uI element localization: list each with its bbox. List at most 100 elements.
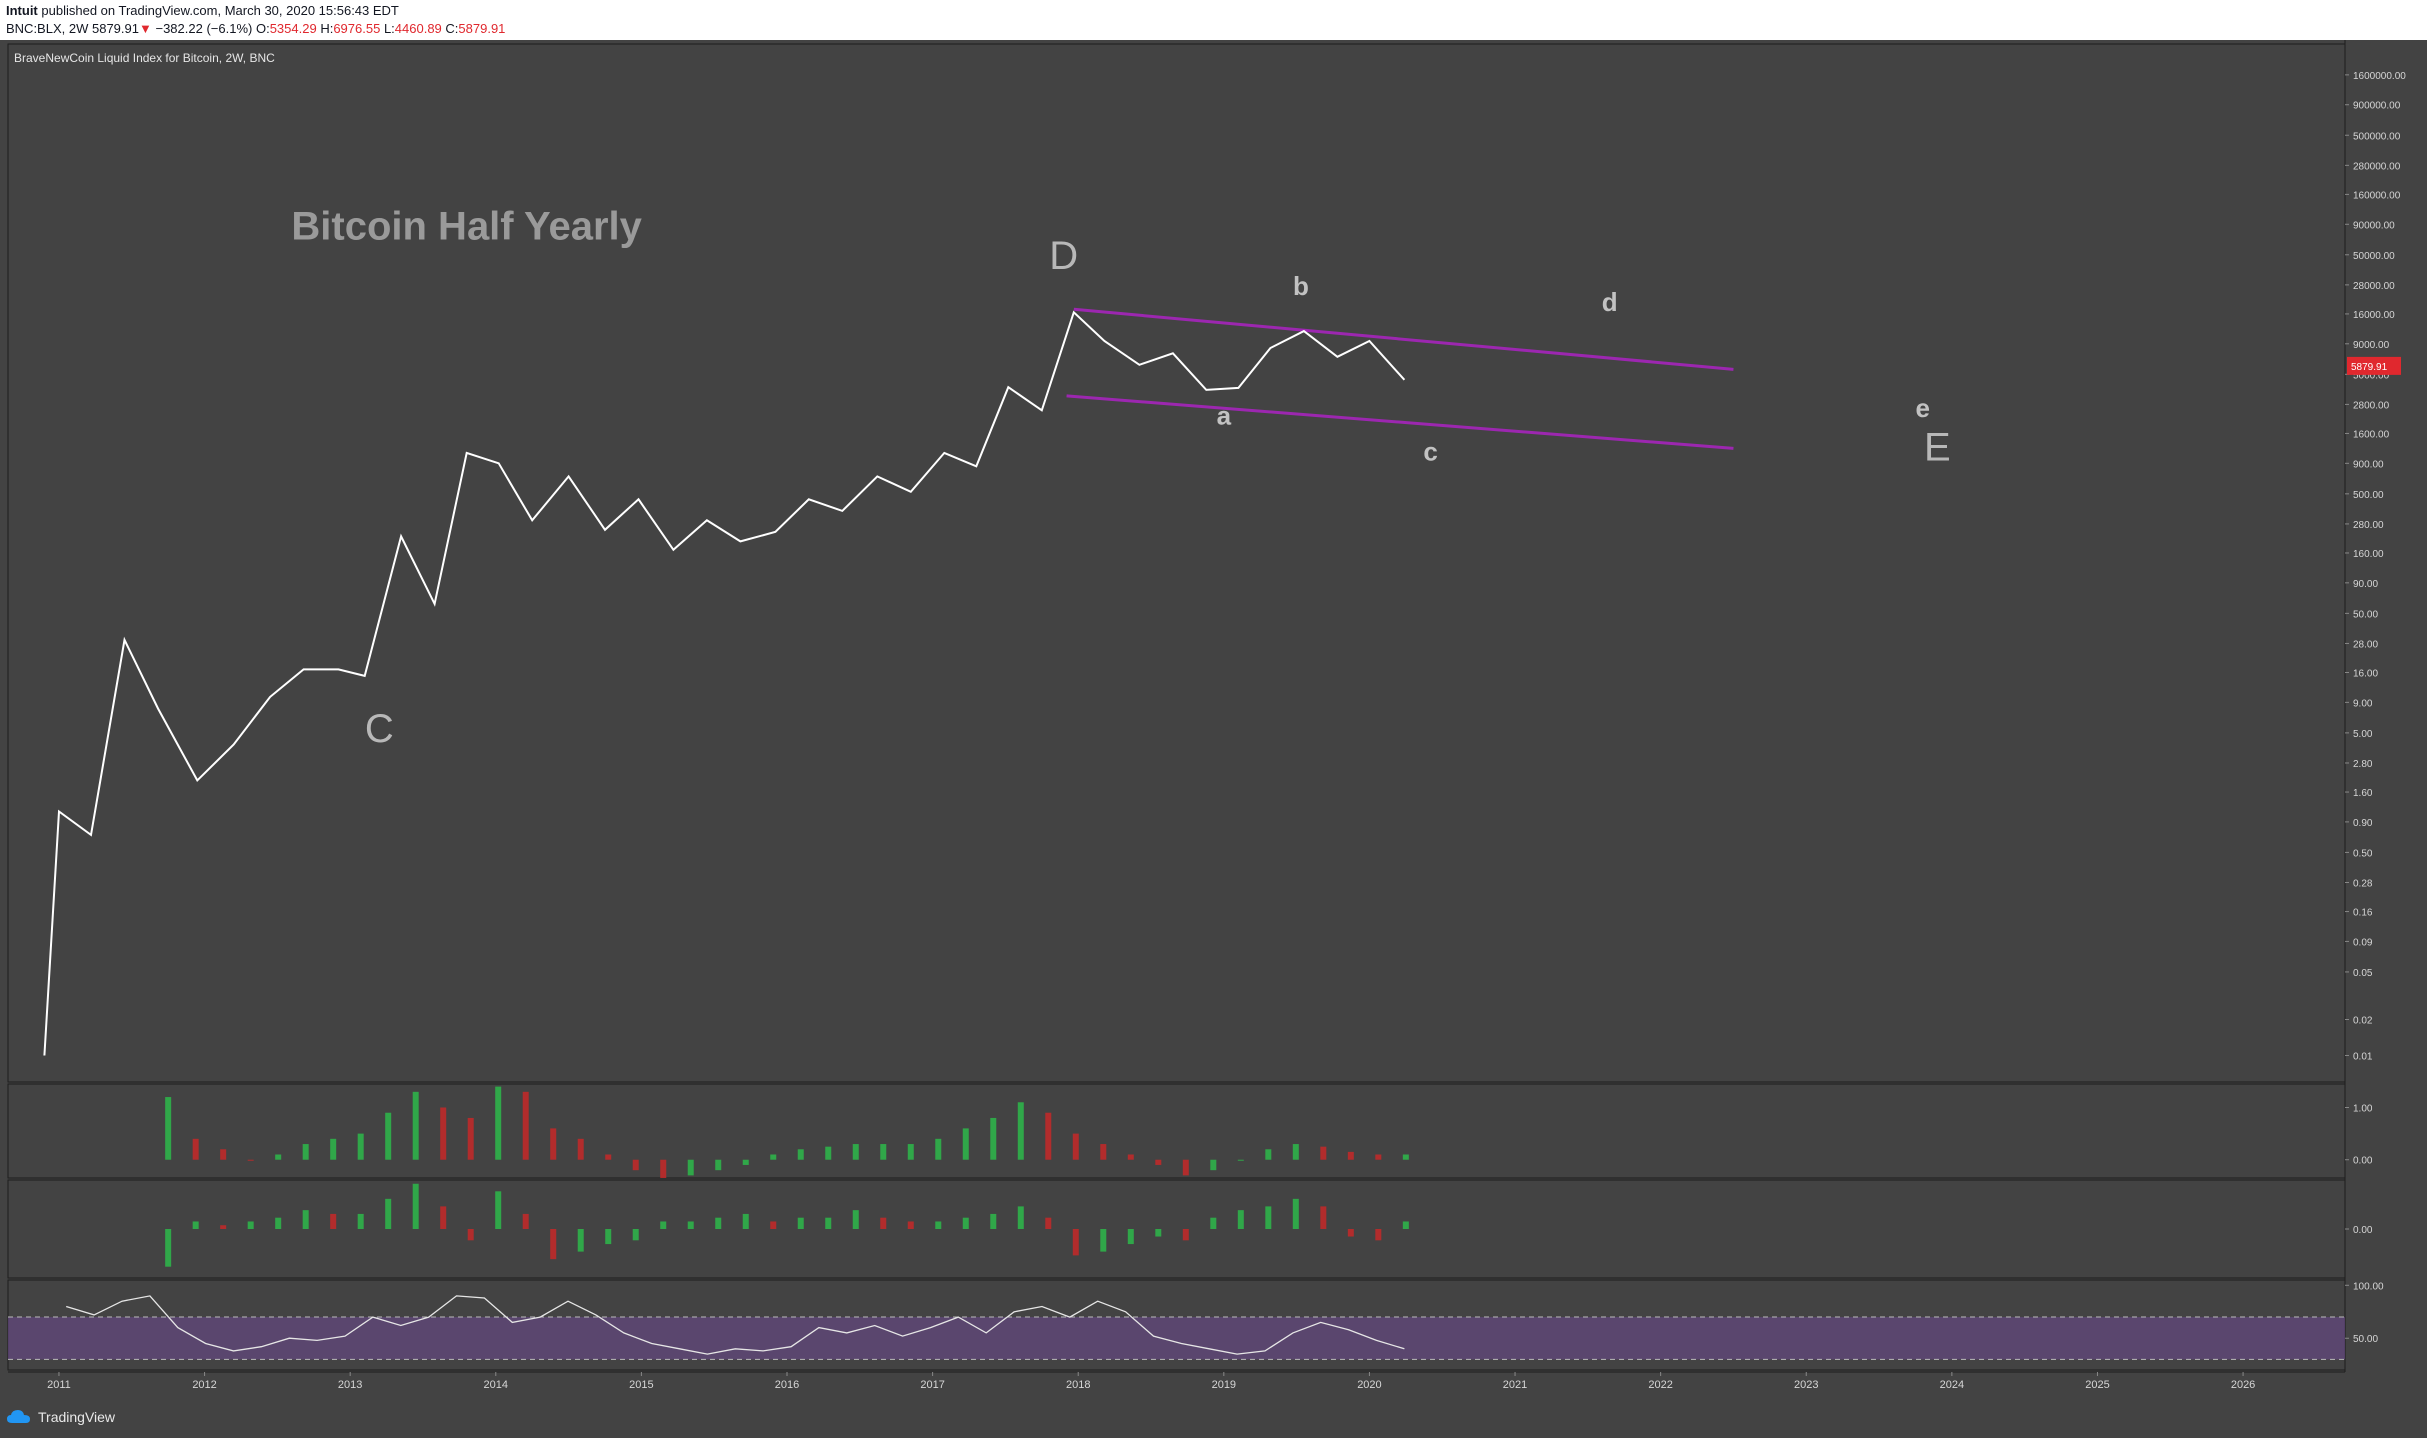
oscillator-2-bar [1320, 1206, 1327, 1229]
high-value: 6976.55 [333, 21, 381, 36]
rsi-line [66, 1295, 1405, 1355]
oscillator-1-bar [852, 1144, 859, 1160]
publish-line: Intuit published on TradingView.com, Mar… [6, 3, 399, 18]
oscillator-2-bar [660, 1221, 667, 1229]
oscillator-1-bar [907, 1144, 914, 1160]
oscillator-2-bar [797, 1217, 804, 1229]
y-tick-label: 0.50 [2353, 848, 2373, 859]
brand-name: TradingView [38, 1409, 116, 1425]
oscillator-2-bar [935, 1221, 942, 1229]
oscillator-2-pane [7, 1179, 2346, 1279]
oscillator-2-bar [1375, 1229, 1382, 1241]
x-tick-label: 2019 [1212, 1379, 1236, 1391]
close-label: C: [445, 21, 459, 36]
oscillator-1-bar [247, 1159, 254, 1161]
oscillator-2-bar [357, 1213, 364, 1229]
y-tick-label: 16000.00 [2353, 310, 2395, 321]
oscillator-1-bar [605, 1154, 612, 1160]
low-value: 4460.89 [394, 21, 442, 36]
oscillator-1-pane [7, 1083, 2346, 1179]
main-pane [7, 43, 2346, 1083]
y-tick-label: 9.00 [2353, 698, 2373, 709]
oscillator-1-bar [1182, 1159, 1189, 1176]
y-tick-label: 0.28 [2353, 879, 2373, 890]
y-tick-label: 1600000.00 [2353, 71, 2406, 82]
oscillator-1-bar [550, 1128, 557, 1160]
x-tick-label: 2015 [629, 1379, 653, 1391]
x-tick-label: 2021 [1503, 1379, 1527, 1391]
chart-title: BraveNewCoin Liquid Index for Bitcoin, 2… [14, 51, 275, 65]
oscillator-1-bar [990, 1117, 997, 1160]
oscillator-2-bar [1072, 1229, 1079, 1256]
oscillator-1-bar [1237, 1159, 1244, 1161]
x-tick-label: 2016 [775, 1379, 799, 1391]
oscillator-2-bar [1265, 1206, 1272, 1229]
oscillator-1-bar [330, 1138, 337, 1160]
y-tick-label: 900000.00 [2353, 101, 2401, 112]
last-price-tag-label: 5879.91 [2351, 362, 2388, 373]
y-tick-label: 50.00 [2353, 609, 2378, 620]
y-tick-label: 50000.00 [2353, 251, 2395, 262]
x-tick-label: 2024 [1940, 1379, 1964, 1391]
chart-stage[interactable]: BraveNewCoin Liquid Index for Bitcoin, 2… [0, 40, 2427, 1438]
y-tick-label: 90000.00 [2353, 220, 2395, 231]
oscillator-2-bar [247, 1221, 254, 1229]
author-name[interactable]: Intuit [6, 3, 38, 18]
oscillator-2-bar [770, 1221, 777, 1229]
chart-canvas[interactable]: BraveNewCoin Liquid Index for Bitcoin, 2… [0, 40, 2427, 1438]
oscillator-2-bar [495, 1191, 502, 1229]
oscillator-1-bar [302, 1144, 309, 1160]
wave-label: E [1924, 426, 1951, 470]
rsi-tick-label: 100.00 [2353, 1281, 2384, 1292]
oscillator-1-bar [1155, 1159, 1162, 1165]
oscillator-2-bar [605, 1229, 612, 1245]
oscillator-2-bar [330, 1213, 337, 1229]
oscillator-2-bar [1100, 1229, 1107, 1252]
x-tick-label: 2022 [1648, 1379, 1672, 1391]
close-value: 5879.91 [458, 21, 506, 36]
tradingview-logo[interactable]: TradingView [6, 1409, 115, 1425]
oscillator-1-bar [1402, 1154, 1409, 1160]
oscillator-2-tick-label: 0.00 [2353, 1225, 2373, 1236]
oscillator-1-bar [385, 1112, 392, 1160]
x-tick-label: 2017 [920, 1379, 944, 1391]
y-tick-label: 28.00 [2353, 639, 2378, 650]
cloud-icon [7, 1410, 30, 1423]
x-tick-label: 2014 [484, 1379, 508, 1391]
wave-label: b [1293, 271, 1309, 301]
oscillator-1-bar [770, 1154, 777, 1160]
rsi-band [8, 1317, 2345, 1360]
publish-info: published on TradingView.com, March 30, … [41, 3, 399, 18]
oscillator-1-bar [1375, 1154, 1382, 1160]
wave-label: a [1217, 401, 1232, 431]
oscillator-1-bar [687, 1159, 694, 1176]
oscillator-2-bar [412, 1183, 419, 1229]
oscillator-2-bar [467, 1229, 474, 1241]
oscillator-2-bar [687, 1221, 694, 1229]
y-tick-label: 500000.00 [2353, 131, 2401, 142]
oscillator-2-bar [1402, 1221, 1409, 1229]
x-tick-label: 2013 [338, 1379, 362, 1391]
y-tick-label: 160000.00 [2353, 190, 2401, 201]
wave-label: e [1916, 393, 1930, 423]
low-label: L: [383, 21, 395, 36]
y-tick-label: 5000.00 [2353, 370, 2390, 381]
oscillator-2-bar [1045, 1217, 1052, 1229]
oscillator-2-bar [1210, 1217, 1217, 1229]
oscillator-1-bar [880, 1144, 887, 1160]
open-value: 5354.29 [269, 21, 317, 36]
oscillator-1-bar [412, 1091, 419, 1160]
open-label: O: [255, 21, 270, 36]
oscillator-1-bar [1347, 1151, 1354, 1160]
wave-label: d [1602, 287, 1618, 317]
oscillator-1-bar [962, 1128, 969, 1160]
oscillator-2-bar [990, 1213, 997, 1229]
oscillator-2-bar [632, 1229, 639, 1241]
oscillator-2-bar [385, 1198, 392, 1229]
oscillator-1-bar [577, 1138, 584, 1160]
y-tick-label: 280.00 [2353, 520, 2384, 531]
oscillator-1-bar [797, 1149, 804, 1160]
oscillator-1-bar [742, 1159, 749, 1165]
y-tick-label: 0.01 [2353, 1051, 2373, 1062]
price-change: −382.22 (−6.1%) [155, 21, 253, 36]
